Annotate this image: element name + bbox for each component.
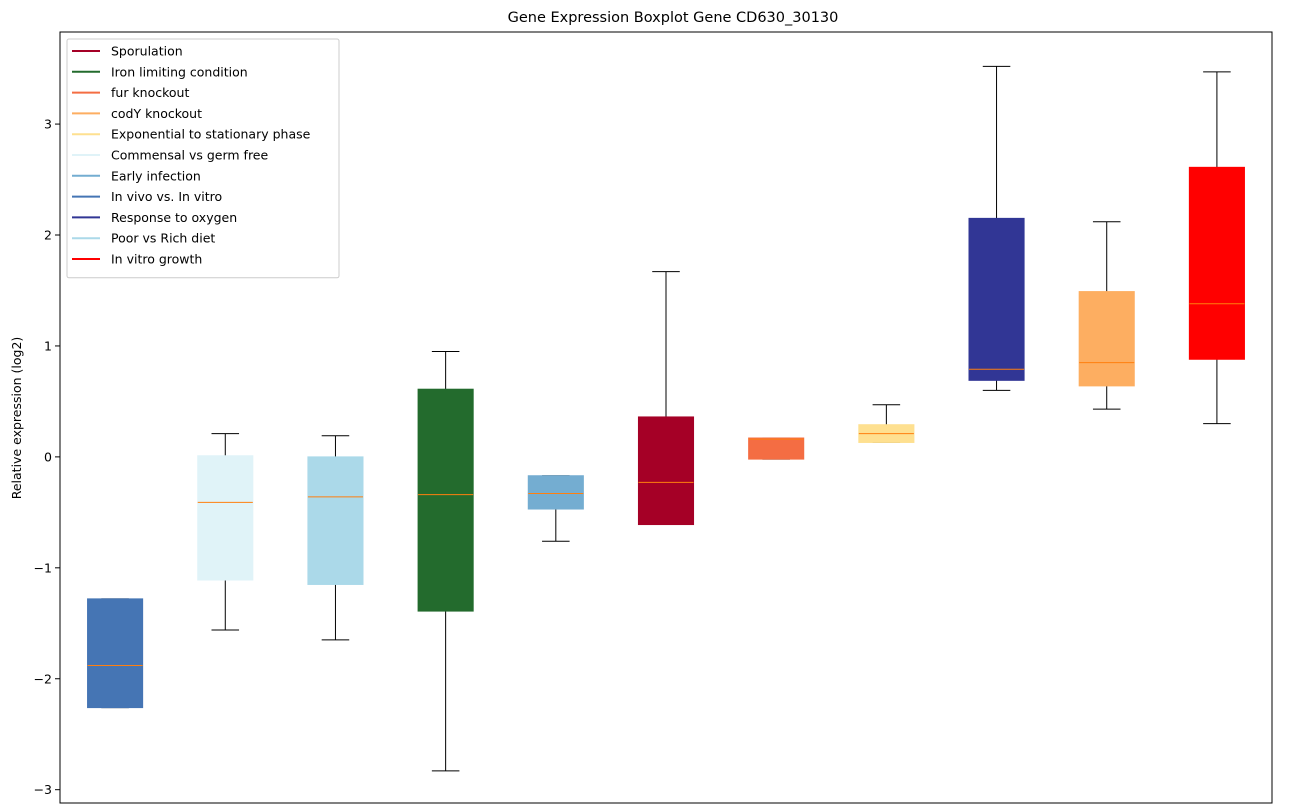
box-in-vivo-vs-in-vitro <box>87 598 144 709</box>
legend-label: fur knockout <box>111 85 189 100</box>
iqr-box <box>87 598 144 709</box>
legend: Sporulation Iron limiting condition fur kn… <box>66 38 340 279</box>
legend-label: Sporulation <box>111 44 183 59</box>
legend-frame <box>66 38 340 279</box>
plot-frame <box>59 31 1273 804</box>
box-commensal-vs-germ-free <box>197 433 254 631</box>
legend-label: In vivo vs. In vitro <box>111 189 222 204</box>
iqr-box <box>1078 291 1135 387</box>
boxes-layer <box>87 65 1245 772</box>
legend-label: Response to oxygen <box>111 210 237 225</box>
y-tick-label: 0 <box>44 449 52 464</box>
y-axis: −3 −2 −1 0 1 2 3 <box>34 117 60 797</box>
iqr-box <box>748 437 805 460</box>
iqr-box <box>197 455 254 581</box>
box-in-vitro-growth <box>1188 71 1245 425</box>
y-tick-label: 2 <box>44 228 52 243</box>
legend-label: codY knockout <box>111 106 202 121</box>
chart-title: Gene Expression Boxplot Gene CD630_30130 <box>508 10 839 26</box>
legend-label: Exponential to stationary phase <box>111 127 311 142</box>
iqr-box <box>637 416 695 526</box>
box-poor-vs-rich-diet <box>307 435 364 641</box>
y-tick-label: −1 <box>34 560 52 575</box>
box-cody-knockout <box>1078 221 1135 410</box>
box-early-infection <box>527 475 584 542</box>
box-exponential-to-stationary-phase <box>858 404 915 443</box>
box-fur-knockout <box>748 437 805 460</box>
legend-label: In vitro growth <box>111 252 202 267</box>
box-sporulation <box>637 271 695 526</box>
iqr-box <box>527 475 584 510</box>
legend-label: Early infection <box>111 168 201 183</box>
iqr-box <box>1188 166 1245 360</box>
legend-label: Commensal vs germ free <box>111 148 268 163</box>
iqr-box <box>417 388 474 612</box>
box-response-to-oxygen <box>968 65 1025 391</box>
box-iron-limiting-condition <box>417 350 474 772</box>
y-axis-label: Relative expression (log2) <box>9 337 24 500</box>
y-tick-label: 1 <box>44 338 52 353</box>
y-tick-label: −2 <box>34 671 52 686</box>
y-tick-label: −3 <box>34 782 52 797</box>
iqr-box <box>968 217 1025 381</box>
y-tick-label: 3 <box>44 117 52 132</box>
legend-label: Poor vs Rich diet <box>111 231 215 246</box>
legend-label: Iron limiting condition <box>111 64 248 79</box>
iqr-box <box>307 456 364 585</box>
